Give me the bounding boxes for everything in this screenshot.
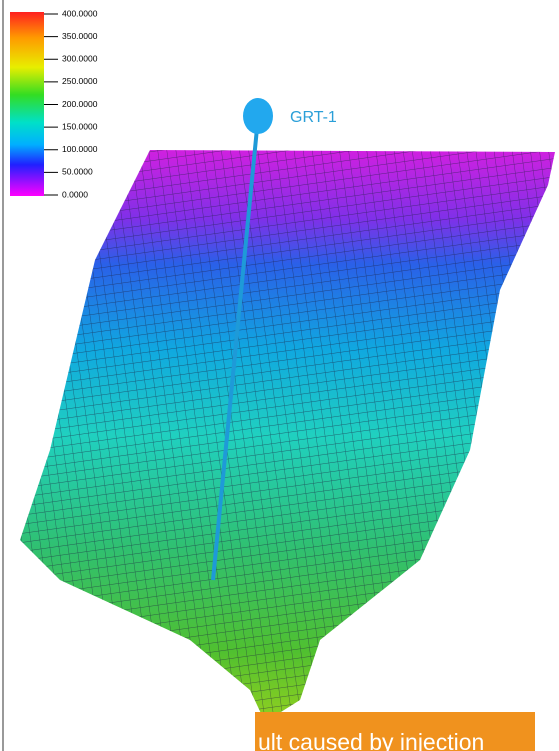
colorbar-label: 350.0000 [62,31,98,41]
colorbar-label: 0.0000 [62,189,88,199]
colorbar-label: 200.0000 [62,99,98,109]
colorbar-ticks: 400.0000 350.0000 300.0000 250.0000 200.0000… [44,8,98,199]
colorbar-label: 50.0000 [62,167,93,177]
colorbar [10,12,44,196]
caption-box [255,712,535,751]
colorbar-label: 300.0000 [62,54,98,64]
well-path [211,117,260,581]
colorbar-label: 250.0000 [62,76,98,86]
caption: ult caused by injection [258,729,484,751]
grid-cells [20,150,555,722]
well-head [243,98,273,134]
colorbar-label: 100.0000 [62,144,98,154]
colorbar-label: 400.0000 [62,8,98,18]
colorbar-label: 150.0000 [62,121,98,131]
well-label: GRT-1 [290,109,337,126]
